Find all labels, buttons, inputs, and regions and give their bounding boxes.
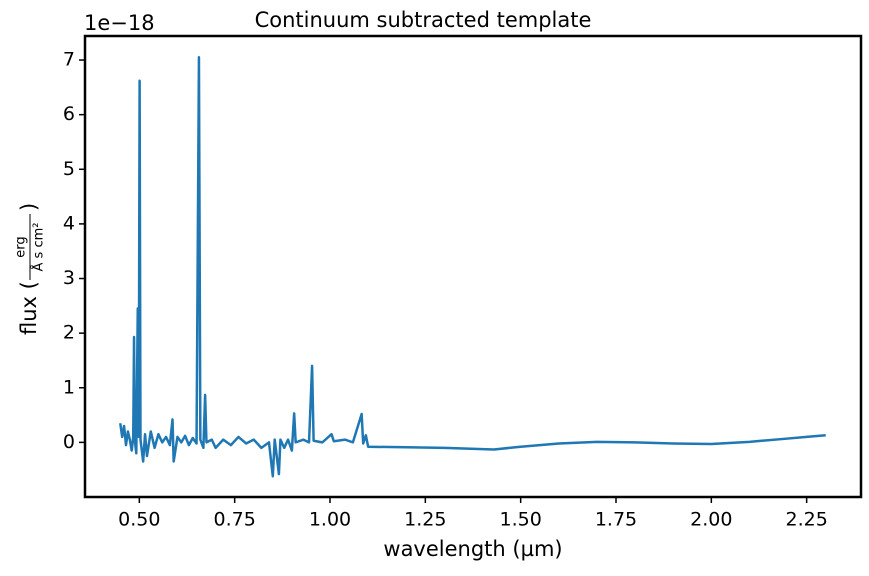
x-tick-label: 0.75 [214, 509, 256, 531]
x-tick-label: 1.00 [309, 509, 351, 531]
offset-label: 1e−18 [84, 11, 155, 35]
y-label-prefix: flux ( [17, 281, 41, 335]
y-tick-label: 3 [63, 267, 75, 289]
y-tick-label: 4 [63, 212, 75, 234]
y-tick-label: 6 [63, 103, 75, 125]
y-label-numerator: erg [14, 236, 29, 257]
plot-frame [83, 34, 863, 499]
y-tick-label: 1 [63, 376, 75, 398]
x-tick-label: 2.00 [690, 509, 732, 531]
x-tick-label: 0.50 [118, 509, 160, 531]
x-axis-label: wavelength (µm) [383, 537, 562, 561]
data-line [119, 56, 826, 478]
x-tick-label: 1.75 [595, 509, 637, 531]
y-tick-label: 5 [63, 158, 75, 180]
x-tick-label: 1.50 [500, 509, 542, 531]
y-axis-label: flux ( erg Å s cm² ) [14, 203, 47, 335]
x-tick-label: 1.25 [404, 509, 446, 531]
y-tick-label: 7 [63, 49, 75, 71]
x-tick-label: 2.25 [786, 509, 828, 531]
y-tick-label: 2 [63, 322, 75, 344]
y-tick-label: 0 [63, 431, 75, 453]
y-label-suffix: ) [17, 203, 41, 211]
y-label-denominator: Å s cm² [31, 223, 47, 272]
chart-title: Continuum subtracted template [255, 8, 592, 32]
